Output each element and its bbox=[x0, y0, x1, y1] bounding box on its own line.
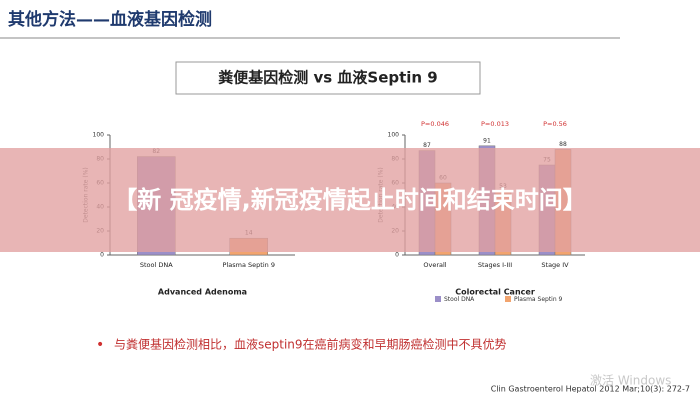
y-tick-label: 100 bbox=[93, 132, 105, 139]
value-label: 91 bbox=[483, 137, 491, 144]
annotation: P=0.013 bbox=[481, 120, 509, 128]
x-tick-label: Stool DNA bbox=[140, 261, 173, 269]
x-axis-label: Advanced Adenoma bbox=[158, 288, 247, 297]
bullet: • bbox=[96, 337, 104, 353]
box-title: 粪便基因检测 vs 血液Septin 9 bbox=[218, 69, 438, 87]
y-tick-label: 0 bbox=[395, 252, 399, 259]
annotation: P=0.046 bbox=[421, 120, 449, 128]
legend-swatch bbox=[505, 296, 511, 302]
value-label: 88 bbox=[559, 141, 567, 148]
x-tick-label: Stages I-III bbox=[478, 261, 512, 269]
slide-title: 其他方法——血液基因检测 bbox=[8, 9, 212, 30]
y-tick-label: 100 bbox=[388, 132, 400, 139]
citation: Clin Gastroenterol Hepatol 2012 Mar;10(3… bbox=[491, 385, 690, 394]
x-axis-label: Colorectal Cancer bbox=[455, 288, 535, 297]
annotation: P=0.56 bbox=[543, 120, 567, 128]
banner-text: 【新 冠疫情,新冠疫情起止时间和结束时间】 bbox=[113, 186, 587, 214]
legend-label: Stool DNA bbox=[444, 296, 475, 303]
value-label: 87 bbox=[423, 142, 431, 149]
legend-swatch bbox=[435, 296, 441, 302]
y-tick-label: 0 bbox=[100, 252, 104, 259]
banner: 【新 冠疫情,新冠疫情起止时间和结束时间】 bbox=[0, 148, 700, 252]
note: 与粪便基因检测相比，血液septin9在癌前病变和早期肠癌检测中不具优势 bbox=[114, 337, 507, 352]
x-tick-label: Plasma Septin 9 bbox=[223, 261, 275, 269]
box bbox=[175, 61, 481, 95]
x-tick-label: Stage IV bbox=[541, 261, 569, 269]
legend-label: Plasma Septin 9 bbox=[514, 296, 563, 303]
watermark: 激活 Windows bbox=[590, 374, 671, 388]
x-tick-label: Overall bbox=[423, 261, 446, 269]
